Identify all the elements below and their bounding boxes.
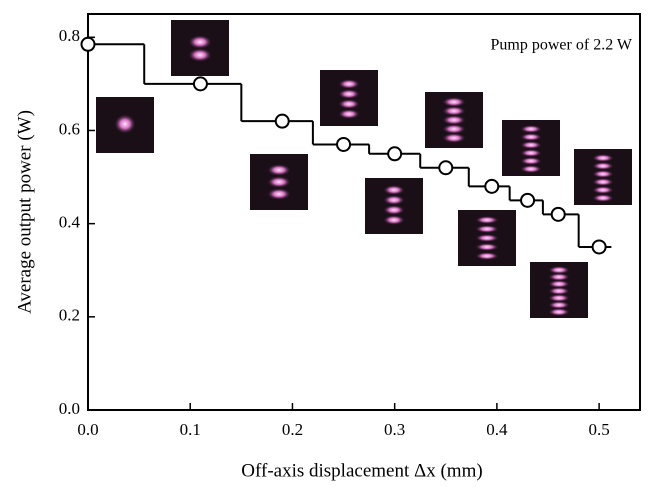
data-point	[520, 192, 536, 208]
data-point	[80, 36, 96, 52]
x-tick-label: 0.5	[588, 420, 609, 439]
data-point	[274, 113, 290, 129]
x-tick-label: 0.1	[180, 420, 201, 439]
beam-inset	[96, 97, 154, 153]
data-point	[550, 206, 566, 222]
beam-inset	[530, 262, 588, 318]
plot-frame	[87, 13, 641, 411]
x-tick-label: 0.0	[77, 420, 98, 439]
y-tick-label: 0.2	[59, 306, 80, 325]
data-point	[387, 146, 403, 162]
y-tick-label: 0.4	[59, 213, 81, 232]
data-point	[192, 76, 208, 92]
beam-inset	[458, 210, 516, 266]
beam-inset	[502, 120, 560, 176]
data-point	[336, 136, 352, 152]
x-tick-label: 0.4	[486, 420, 508, 439]
data-point	[484, 178, 500, 194]
data-point	[438, 160, 454, 176]
beam-inset	[365, 178, 423, 234]
beam-inset	[171, 20, 229, 76]
x-tick-label: 0.2	[282, 420, 303, 439]
y-tick-label: 0.6	[59, 119, 80, 138]
data-point	[591, 239, 607, 255]
y-tick-label: 0.0	[59, 399, 80, 418]
beam-inset	[574, 149, 632, 205]
x-axis-label: Off-axis displacement Δx (mm)	[241, 460, 482, 481]
beam-inset	[320, 70, 378, 126]
beam-insets	[96, 20, 632, 318]
annotation: Pump power of 2.2 W	[491, 37, 633, 54]
beam-inset	[250, 154, 308, 210]
y-axis-label: Average output power (W)	[14, 110, 35, 314]
beam-inset	[425, 92, 483, 148]
y-tick-label: 0.8	[59, 26, 80, 45]
x-tick-label: 0.3	[384, 420, 405, 439]
